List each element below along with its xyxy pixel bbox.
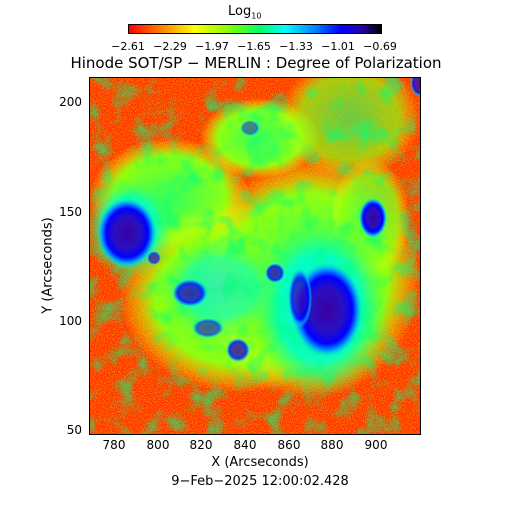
colorbar-tick: −2.29	[153, 40, 187, 53]
colorbar-ticks: −2.61 −2.29 −1.97 −1.65 −1.33 −1.01 −0.6…	[111, 40, 397, 53]
x-tick: 880	[320, 438, 344, 452]
y-tick: 50	[66, 423, 82, 437]
colorbar-tick: −2.61	[111, 40, 145, 53]
colorbar-tick: −1.01	[321, 40, 355, 53]
y-axis-label: Y (Arcseconds)	[40, 217, 56, 314]
x-tick: 900	[364, 438, 388, 452]
x-axis-label: X (Arcseconds)	[211, 455, 309, 470]
x-tick: 860	[277, 438, 301, 452]
colorbar-tick: −1.33	[279, 40, 313, 53]
colorbar-tick: −1.65	[237, 40, 271, 53]
x-tick: 820	[189, 438, 213, 452]
colorbar-tick: −1.97	[195, 40, 229, 53]
timestamp: 9−Feb−2025 12:00:02.428	[171, 474, 349, 489]
colorbar	[128, 24, 382, 34]
plot-title: Hinode SOT/SP − MERLIN : Degree of Polar…	[70, 54, 442, 72]
x-tick: 780	[102, 438, 126, 452]
polarization-map	[89, 77, 421, 435]
x-axis-ticks: 780 800 820 840 860 880 900	[0, 438, 509, 454]
colorbar-title: Log10	[228, 4, 262, 21]
x-tick: 840	[233, 438, 257, 452]
y-tick: 100	[59, 314, 82, 328]
x-tick: 800	[146, 438, 170, 452]
colorbar-tick: −0.69	[363, 40, 397, 53]
y-tick: 200	[59, 95, 82, 109]
polarization-image	[90, 78, 420, 434]
y-tick: 150	[59, 205, 82, 219]
